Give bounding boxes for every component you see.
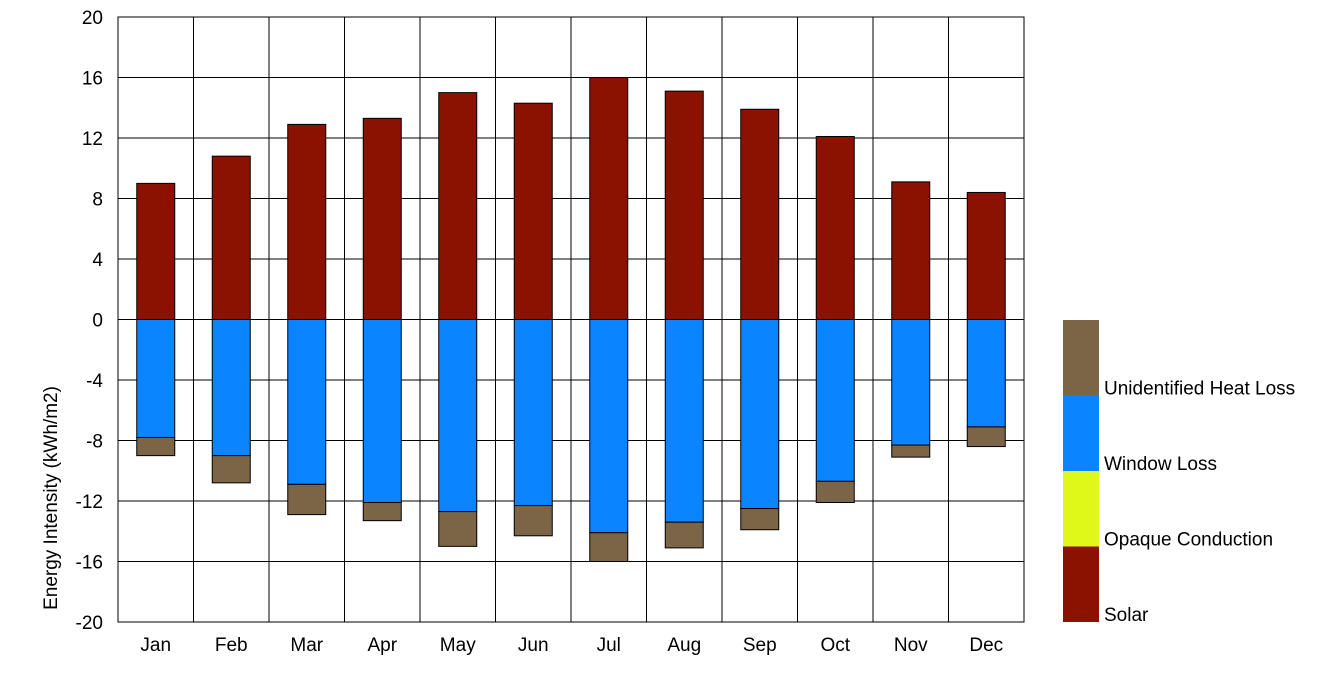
x-tick-label: Jan (140, 635, 171, 656)
bar-unidentified-heat-loss (362, 502, 402, 522)
bar-window-loss (891, 319, 931, 446)
legend-label: Window Loss (1104, 454, 1217, 475)
bar-window-loss (513, 319, 553, 507)
bar-solar (287, 123, 327, 320)
x-tick-label: Aug (667, 635, 701, 656)
plot-area-frame (117, 16, 1025, 623)
legend-label: Opaque Conduction (1104, 530, 1273, 551)
bar-solar (438, 92, 478, 320)
bar-solar (966, 191, 1006, 320)
bar-window-loss (211, 319, 251, 457)
bar-unidentified-heat-loss (287, 483, 327, 516)
gridlines (118, 16, 1024, 623)
legend-label: Unidentified Heat Loss (1104, 379, 1295, 400)
y-tick-label: 16 (82, 69, 103, 90)
x-tick-label: Jun (518, 635, 549, 656)
bar-unidentified-heat-loss (664, 521, 704, 549)
bar-solar (815, 135, 855, 320)
bar-unidentified-heat-loss (815, 480, 855, 504)
x-tick-label: Feb (215, 635, 248, 656)
bars (136, 77, 1006, 563)
x-tick-label: Sep (743, 635, 777, 656)
bar-window-loss (287, 319, 327, 485)
y-tick-label: -16 (76, 553, 103, 574)
x-tick-label: Mar (290, 635, 323, 656)
bar-window-loss (815, 319, 855, 482)
bar-solar (513, 102, 553, 321)
legend-swatch (1063, 320, 1099, 396)
x-tick-label: Jul (597, 635, 621, 656)
bar-solar (589, 77, 629, 320)
bar-unidentified-heat-loss (211, 455, 251, 484)
y-tick-label: 8 (92, 190, 103, 211)
y-tick-label: 4 (92, 250, 103, 271)
bar-unidentified-heat-loss (513, 505, 553, 537)
x-tick-label: May (440, 635, 476, 656)
legend-swatch (1063, 395, 1099, 471)
legend: Solar Opaque Conduction Window Loss Unident… (1063, 320, 1295, 626)
bar-window-loss (136, 319, 176, 438)
y-tick-label: -8 (86, 432, 103, 453)
x-tick-labels: Jan Feb Mar Apr May Jun Jul Aug Sep Oct Nov Dec (140, 635, 1003, 656)
bar-unidentified-heat-loss (136, 436, 176, 457)
bar-window-loss (438, 319, 478, 513)
bar-window-loss (740, 319, 780, 510)
bar-unidentified-heat-loss (966, 426, 1006, 448)
y-tick-label: 0 (92, 311, 103, 332)
bar-solar (664, 90, 704, 320)
bar-window-loss (362, 319, 402, 504)
bar-solar (136, 182, 176, 320)
bar-unidentified-heat-loss (740, 508, 780, 531)
legend-label: Solar (1104, 605, 1149, 626)
legend-swatch (1063, 546, 1099, 622)
x-tick-label: Apr (367, 635, 397, 656)
y-tick-label: 12 (82, 129, 103, 150)
bar-unidentified-heat-loss (589, 532, 629, 563)
bar-unidentified-heat-loss (438, 511, 478, 547)
bar-window-loss (664, 319, 704, 523)
y-tick-labels: 20 16 12 8 4 0 -4 -8 -12 -16 -20 (76, 8, 104, 634)
bar-window-loss (589, 319, 629, 534)
y-tick-label: -4 (86, 371, 103, 392)
bar-solar (740, 108, 780, 320)
bar-solar (211, 155, 251, 320)
x-tick-label: Nov (894, 635, 928, 656)
bar-solar (891, 181, 931, 320)
x-tick-label: Dec (969, 635, 1003, 656)
bar-window-loss (966, 319, 1006, 428)
x-tick-label: Oct (820, 635, 850, 656)
bar-unidentified-heat-loss (891, 444, 931, 458)
bar-solar (362, 117, 402, 321)
y-axis-title: Energy Intensity (kWh/m2) (41, 386, 62, 610)
y-tick-label: -12 (76, 492, 103, 513)
legend-swatch (1063, 471, 1099, 547)
y-tick-label: -20 (76, 613, 103, 634)
y-tick-label: 20 (82, 8, 103, 29)
